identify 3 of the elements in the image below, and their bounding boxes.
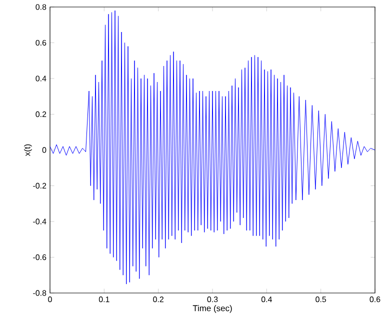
line-series <box>50 10 375 284</box>
x-axis-title: Time (sec) <box>192 305 232 313</box>
y-axis-title: x(t) <box>24 144 32 156</box>
